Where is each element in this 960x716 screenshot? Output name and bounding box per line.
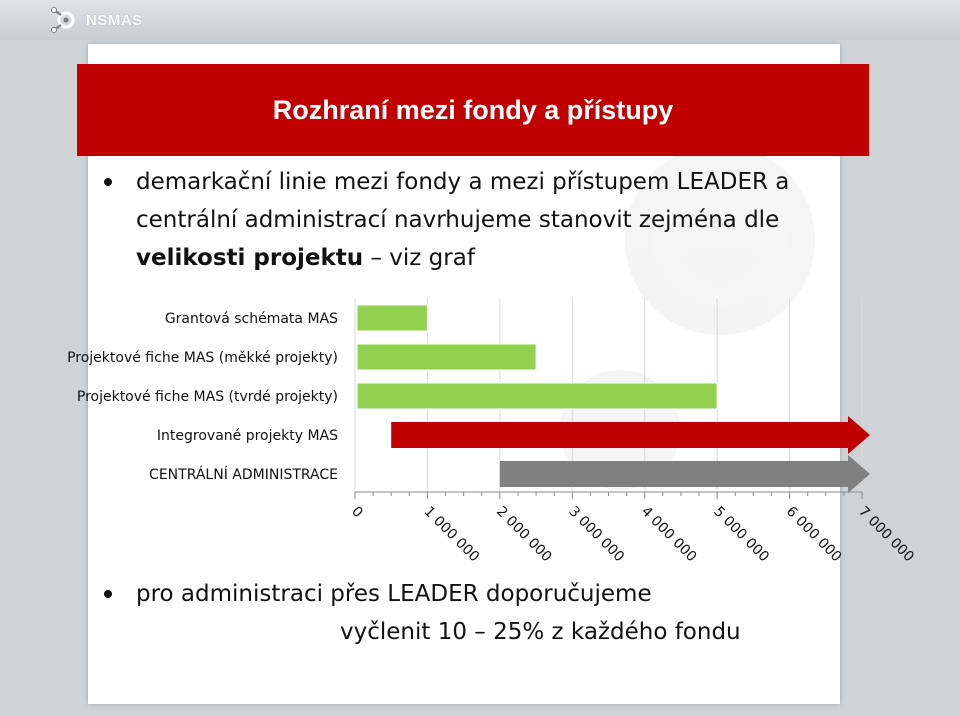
x-tick-label-0: 0	[348, 504, 366, 522]
top-bar: NSMAS	[0, 0, 960, 40]
category-label-1: Projektové fiche MAS (měkké projekty)	[67, 350, 338, 366]
category-label-0: Grantová schémata MAS	[165, 311, 338, 327]
chart-tick-labels: 0 1 000 000 2 000 000 3 000 000 4 000 000 5 0…	[348, 504, 917, 566]
bullet-1-dot	[104, 178, 112, 186]
arrow-4	[499, 455, 870, 493]
bullet-1-text-a: demarkační linie mezi fondy a mezi příst…	[136, 169, 790, 233]
bullet-2-line-2: vyčlenit 10 – 25% z každého fondu	[340, 619, 741, 645]
x-tick-label-3: 3 000 000	[565, 504, 627, 566]
bullet-1: demarkační linie mezi fondy a mezi příst…	[136, 163, 836, 277]
chart-category-labels: Grantová schémata MAS Projektové fiche MA…	[67, 311, 338, 483]
category-label-3: Integrované projekty MAS	[157, 428, 338, 444]
bar-1	[356, 343, 537, 371]
category-label-2: Projektové fiche MAS (tvrdé projekty)	[77, 389, 338, 405]
x-tick-label-2: 2 000 000	[493, 504, 555, 566]
slide-title: Rozhraní mezi fondy a přístupy	[272, 94, 674, 125]
title-bar: Rozhraní mezi fondy a přístupy	[77, 64, 869, 156]
chart-marks	[356, 304, 870, 493]
x-tick-label-7: 7 000 000	[855, 504, 917, 566]
x-tick-label-4: 4 000 000	[638, 504, 700, 566]
x-tick-label-5: 5 000 000	[710, 504, 772, 566]
x-tick-label-6: 6 000 000	[783, 504, 845, 566]
bullet-2: pro administraci přes LEADER doporučujem…	[136, 581, 652, 607]
bar-0	[356, 304, 428, 332]
category-label-4: CENTRÁLNÍ ADMINISTRACE	[149, 466, 338, 483]
bullet-1-bold: velikosti projektu	[136, 245, 364, 271]
arrow-3	[391, 416, 870, 454]
bullet-2-dot	[104, 590, 112, 598]
x-tick-label-1: 1 000 000	[421, 504, 483, 566]
logo-text: NSMAS	[86, 11, 143, 29]
bullet-1-text-b: – viz graf	[363, 245, 475, 271]
gear-network-icon	[51, 7, 75, 33]
logo: NSMAS	[50, 6, 143, 34]
bar-2	[356, 382, 718, 410]
